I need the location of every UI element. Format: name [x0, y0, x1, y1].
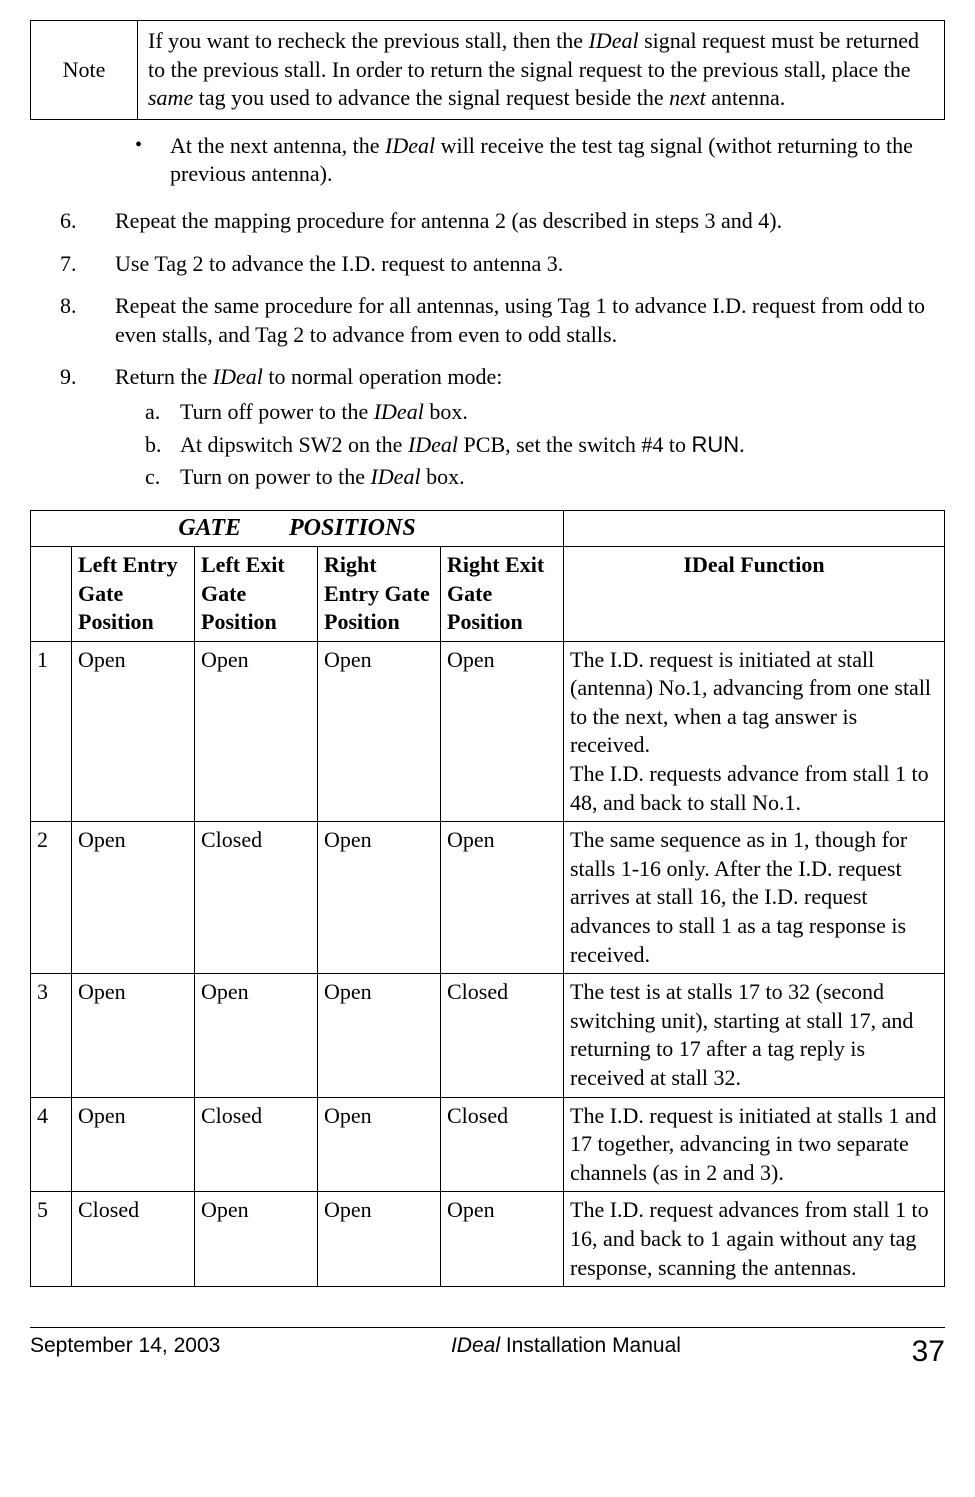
gate-cell: Open [195, 1192, 318, 1287]
row-number-cell: 3 [31, 974, 72, 1097]
footer-rule [30, 1327, 945, 1328]
step-body: Use Tag 2 to advance the I.D. request to… [115, 250, 945, 279]
col-header-left-entry: Left Entry Gate Position [72, 546, 195, 641]
step-number: 9. [60, 363, 115, 495]
sub-step-body: At dipswitch SW2 on the IDeal PCB, set t… [180, 431, 745, 460]
gate-cell: Open [441, 641, 564, 822]
gate-cell: Open [318, 641, 441, 822]
row-number-cell: 1 [31, 641, 72, 822]
sub-step-letter: a. [145, 398, 180, 427]
col-header-num [31, 546, 72, 641]
gate-cell: Closed [441, 974, 564, 1097]
gate-cell: Closed [72, 1192, 195, 1287]
sub-step-letter: c. [145, 463, 180, 492]
row-number-cell: 5 [31, 1192, 72, 1287]
sub-step-letter: b. [145, 431, 180, 460]
gate-cell: Open [441, 822, 564, 974]
col-header-right-entry: Right Entry Gate Position [318, 546, 441, 641]
note-label: Note [31, 21, 138, 119]
bullet-icon: • [135, 132, 170, 189]
table-row: 5ClosedOpenOpenOpenThe I.D. request adva… [31, 1192, 945, 1287]
step-body: Return the IDeal to normal operation mod… [115, 363, 945, 495]
step-number: 6. [60, 207, 115, 236]
gate-cell: Open [195, 974, 318, 1097]
gate-cell: Open [72, 1097, 195, 1192]
sub-step-item: a.Turn off power to the IDeal box. [145, 398, 945, 427]
table-row: 3OpenOpenOpenClosedThe test is at stalls… [31, 974, 945, 1097]
table-row: 4OpenClosedOpenClosedThe I.D. request is… [31, 1097, 945, 1192]
footer-page-number: 37 [912, 1332, 945, 1371]
table-group-header-right [564, 510, 945, 546]
gate-cell: Open [72, 641, 195, 822]
gate-cell: Open [318, 1192, 441, 1287]
col-header-left-exit: Left Exit Gate Position [195, 546, 318, 641]
step-item: 9.Return the IDeal to normal operation m… [60, 363, 945, 495]
footer-date: September 14, 2003 [30, 1332, 220, 1371]
gate-cell: Closed [195, 1097, 318, 1192]
gate-cell: Closed [195, 822, 318, 974]
step-number: 8. [60, 292, 115, 349]
gate-cell: Open [72, 974, 195, 1097]
gate-cell: Open [195, 641, 318, 822]
gate-cell: Open [318, 974, 441, 1097]
page-footer: September 14, 2003 IDeal Installation Ma… [30, 1332, 945, 1371]
bullet-text: At the next antenna, the IDeal will rece… [170, 132, 945, 189]
function-cell: The same sequence as in 1, though for st… [564, 822, 945, 974]
function-cell: The test is at stalls 17 to 32 (second s… [564, 974, 945, 1097]
step-item: 6.Repeat the mapping procedure for anten… [60, 207, 945, 236]
sub-step-item: c.Turn on power to the IDeal box. [145, 463, 945, 492]
bullet-block: • At the next antenna, the IDeal will re… [135, 132, 945, 189]
step-body: Repeat the mapping procedure for antenna… [115, 207, 945, 236]
note-box: Note If you want to recheck the previous… [30, 20, 945, 120]
step-item: 7.Use Tag 2 to advance the I.D. request … [60, 250, 945, 279]
sub-step-body: Turn on power to the IDeal box. [180, 463, 465, 492]
step-body: Repeat the same procedure for all antenn… [115, 292, 945, 349]
sub-step-body: Turn off power to the IDeal box. [180, 398, 468, 427]
note-text: If you want to recheck the previous stal… [138, 21, 944, 119]
function-cell: The I.D. request advances from stall 1 t… [564, 1192, 945, 1287]
col-header-right-exit: Right Exit Gate Position [441, 546, 564, 641]
step-item: 8.Repeat the same procedure for all ante… [60, 292, 945, 349]
gate-positions-table: GATE POSITIONS Left Entry Gate Position … [30, 510, 945, 1287]
row-number-cell: 2 [31, 822, 72, 974]
footer-title: IDeal Installation Manual [451, 1332, 681, 1371]
col-header-function: IDeal Function [564, 546, 945, 641]
table-row: 1OpenOpenOpenOpenThe I.D. request is ini… [31, 641, 945, 822]
gate-cell: Open [441, 1192, 564, 1287]
function-cell: The I.D. request is initiated at stall (… [564, 641, 945, 822]
gate-cell: Open [318, 1097, 441, 1192]
gate-cell: Closed [441, 1097, 564, 1192]
sub-steps-list: a.Turn off power to the IDeal box.b.At d… [115, 398, 945, 492]
row-number-cell: 4 [31, 1097, 72, 1192]
table-group-header-left: GATE POSITIONS [31, 510, 564, 546]
sub-step-item: b.At dipswitch SW2 on the IDeal PCB, set… [145, 431, 945, 460]
function-cell: The I.D. request is initiated at stalls … [564, 1097, 945, 1192]
steps-list: 6.Repeat the mapping procedure for anten… [60, 207, 945, 496]
gate-cell: Open [72, 822, 195, 974]
step-number: 7. [60, 250, 115, 279]
gate-cell: Open [318, 822, 441, 974]
table-row: 2OpenClosedOpenOpenThe same sequence as … [31, 822, 945, 974]
